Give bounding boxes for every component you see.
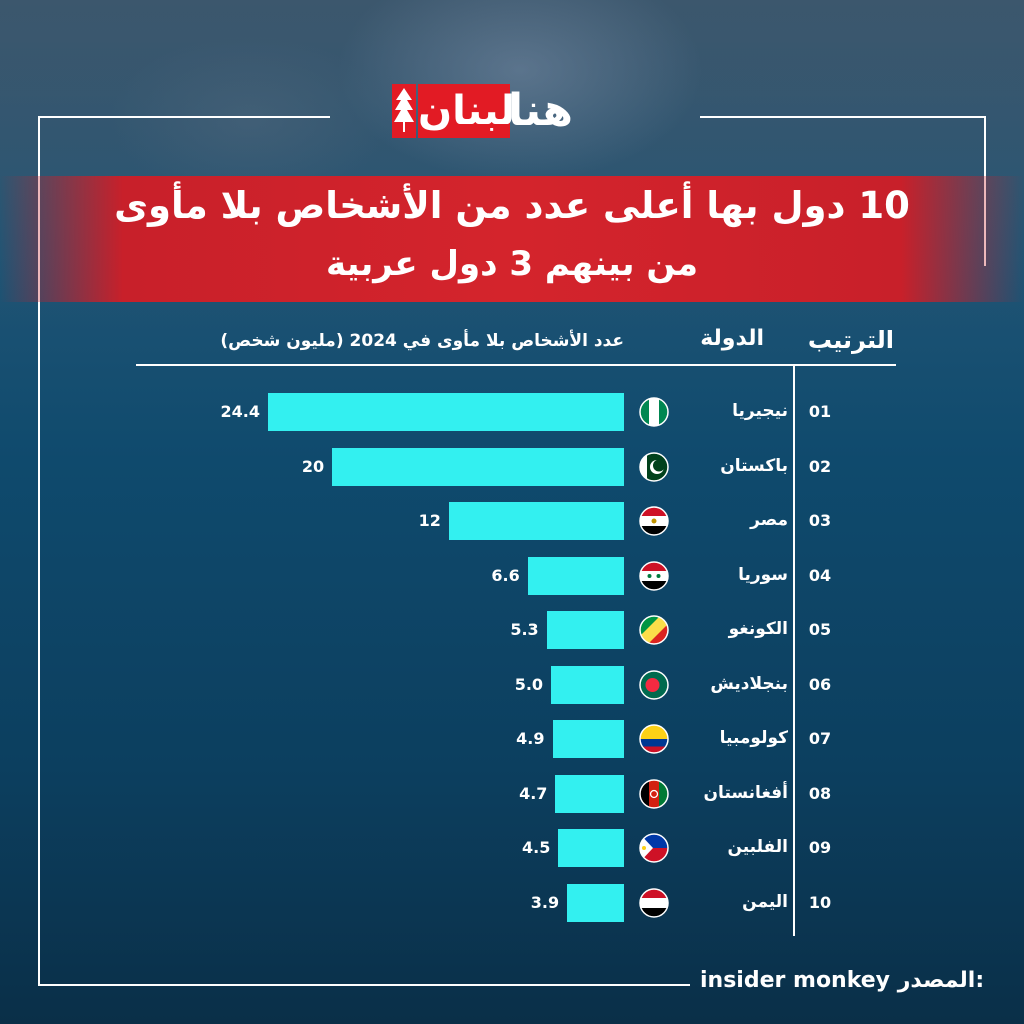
rank-label: 01 — [808, 402, 832, 421]
source-label: المصدر: — [897, 968, 985, 993]
rank-divider — [793, 366, 795, 936]
logo-red-text: لبنان — [418, 84, 515, 138]
nigeria-flag-icon — [639, 397, 669, 427]
bar-2 — [332, 447, 624, 486]
bar-1 — [268, 393, 624, 431]
value-label: 6.6 — [491, 565, 520, 585]
value-label: 5.3 — [510, 620, 539, 639]
rank-label: 06 — [808, 674, 832, 694]
rank-label: 05 — [808, 620, 832, 639]
source-credit: insider monkey المصدر: — [700, 968, 984, 993]
country-label: كولومبيا — [719, 728, 788, 748]
egypt-flag-icon — [639, 506, 669, 536]
value-label: 4.9 — [516, 729, 545, 748]
afghanistan-flag-icon — [639, 778, 669, 809]
bangladesh-flag-icon — [639, 669, 669, 700]
country-label: الفلبين — [727, 837, 788, 857]
rank-label: 04 — [808, 565, 832, 585]
country-label: أفغانستان — [703, 782, 788, 803]
value-label: 20 — [301, 456, 325, 476]
value-label: 5.0 — [514, 674, 544, 694]
country-label: الكونغو — [728, 619, 788, 639]
pakistan-flag-icon — [639, 451, 669, 482]
value-column-header: عدد الأشخاص بلا مأوى في 2024 (مليون شخص) — [220, 331, 624, 351]
brand-logo: لبنان هنا — [390, 76, 638, 146]
logo-white-text: هنا — [508, 85, 573, 136]
yemen-flag-icon — [639, 887, 669, 918]
bar-7 — [552, 720, 624, 758]
value-label: 24.4 — [220, 402, 260, 421]
country-label: نيجيريا — [732, 401, 788, 421]
title-band — [0, 176, 1024, 302]
philippines-flag-icon — [639, 833, 669, 863]
rank-label: 09 — [808, 838, 832, 857]
bar-5 — [546, 611, 624, 649]
frame-bottom — [38, 984, 690, 986]
country-label: اليمن — [742, 891, 788, 912]
syria-flag-icon — [639, 560, 669, 591]
country-label: باكستان — [720, 455, 788, 476]
country-label: بنجلاديش — [710, 673, 788, 694]
country-column-header: الدولة — [700, 326, 764, 351]
cedar-icon — [392, 84, 416, 138]
colombia-flag-icon — [639, 724, 669, 754]
country-label: سوريا — [738, 564, 788, 585]
frame-top-right — [700, 116, 986, 118]
source-value: insider monkey — [700, 968, 891, 993]
frame-left — [38, 116, 40, 986]
value-label: 4.7 — [519, 783, 548, 803]
bar-8 — [555, 774, 624, 813]
rank-label: 02 — [808, 456, 832, 476]
value-label: 4.5 — [522, 838, 551, 857]
country-label: مصر — [750, 510, 788, 530]
header-divider — [136, 364, 896, 366]
chart-subtitle: من بينهم 3 دول عربية — [325, 244, 699, 284]
value-label: 3.9 — [530, 892, 560, 912]
congo-flag-icon — [639, 615, 669, 645]
bar-10 — [567, 883, 624, 922]
bar-6 — [551, 665, 624, 704]
value-label: 12 — [418, 511, 441, 530]
bar-9 — [558, 829, 624, 867]
bar-3 — [448, 502, 624, 540]
rank-label: 10 — [808, 892, 832, 912]
rank-label: 08 — [808, 783, 832, 803]
frame-top-left — [38, 116, 330, 118]
rank-label: 03 — [808, 511, 832, 530]
rank-label: 07 — [808, 729, 832, 748]
chart-title: 10 دول بها أعلى عدد من الأشخاص بلا مأوى — [114, 184, 910, 227]
rank-column-header: الترتيب — [807, 326, 894, 354]
bar-4 — [527, 556, 624, 595]
